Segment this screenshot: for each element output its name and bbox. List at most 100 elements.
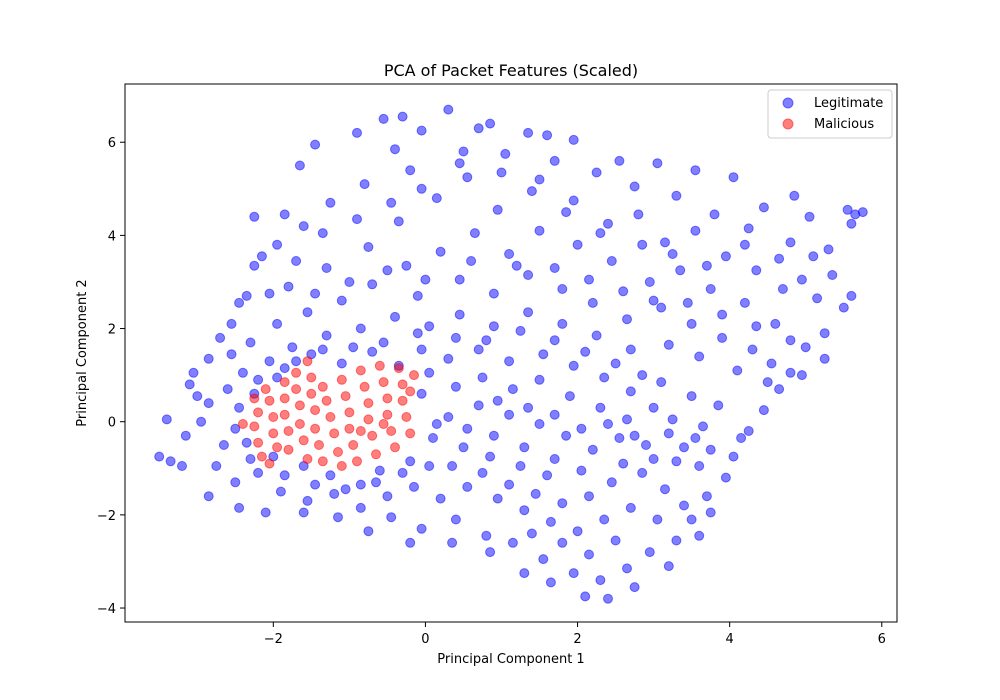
data-point-legitimate (762, 377, 773, 388)
data-point-legitimate (667, 414, 678, 425)
data-point-legitimate (599, 514, 610, 525)
data-point-legitimate (705, 444, 716, 455)
data-point-legitimate (424, 461, 435, 471)
data-point-legitimate (717, 332, 728, 343)
data-point-legitimate (409, 481, 419, 492)
data-point-legitimate (694, 530, 705, 541)
data-point-legitimate (336, 358, 347, 369)
data-point-legitimate (644, 547, 655, 558)
data-point-legitimate (747, 344, 758, 355)
data-point-legitimate (549, 155, 560, 166)
data-point-legitimate (732, 365, 743, 376)
data-point-legitimate (519, 505, 530, 516)
y-tick-label: 6 (108, 136, 116, 151)
data-point-legitimate (850, 209, 861, 220)
data-point-legitimate (462, 172, 473, 183)
data-point-legitimate (352, 127, 362, 138)
data-point-legitimate (675, 265, 686, 276)
data-point-legitimate (743, 223, 754, 234)
data-point-legitimate (580, 346, 591, 357)
data-point-legitimate (294, 160, 305, 171)
data-point-legitimate (523, 270, 534, 280)
data-point-malicious (253, 437, 264, 448)
data-point-legitimate (485, 118, 496, 129)
data-point-malicious (283, 444, 294, 455)
data-point-malicious (306, 372, 317, 383)
data-point-legitimate (378, 113, 389, 124)
data-point-malicious (291, 384, 302, 395)
data-point-malicious (336, 374, 347, 385)
data-point-legitimate (272, 318, 283, 329)
data-point-legitimate (789, 190, 800, 201)
data-point-legitimate (279, 209, 290, 220)
data-point-legitimate (234, 297, 245, 308)
data-point-legitimate (686, 318, 697, 329)
data-point-legitimate (454, 309, 465, 320)
data-point-legitimate (405, 456, 416, 467)
data-point-legitimate (488, 288, 499, 299)
data-point-malicious (363, 414, 374, 425)
data-point-malicious (249, 421, 260, 432)
data-point-legitimate (340, 484, 351, 495)
data-point-legitimate (515, 461, 526, 471)
data-point-legitimate (587, 297, 598, 308)
data-point-malicious (283, 426, 294, 436)
data-point-legitimate (622, 414, 632, 425)
data-point-legitimate (743, 426, 754, 436)
data-point-malicious (306, 388, 317, 399)
data-point-legitimate (625, 386, 636, 397)
data-point-malicious (294, 419, 305, 429)
data-point-legitimate (443, 104, 454, 115)
data-point-legitimate (161, 414, 172, 425)
data-point-legitimate (500, 148, 511, 159)
data-point-legitimate (595, 402, 606, 413)
data-point-legitimate (203, 353, 214, 364)
data-point-legitimate (253, 467, 264, 478)
y-tick-label: 4 (108, 229, 116, 244)
data-point-legitimate (371, 477, 381, 488)
data-point-legitimate (485, 547, 496, 558)
data-point-legitimate (511, 260, 522, 271)
data-point-malicious (279, 409, 290, 420)
data-point-legitimate (450, 381, 461, 392)
data-point-legitimate (458, 146, 469, 157)
data-point-legitimate (564, 391, 575, 402)
data-point-malicious (393, 363, 404, 374)
data-point-legitimate (245, 337, 256, 348)
data-point-legitimate (625, 502, 636, 513)
data-point-legitimate (804, 211, 815, 222)
series-legitimate (154, 104, 868, 604)
data-point-legitimate (545, 516, 556, 527)
data-point-legitimate (796, 274, 807, 285)
data-point-legitimate (648, 295, 659, 306)
data-point-legitimate (618, 286, 629, 297)
data-point-legitimate (812, 293, 823, 304)
data-point-legitimate (766, 358, 777, 369)
data-point-legitimate (682, 297, 693, 308)
data-point-malicious (355, 365, 366, 376)
data-point-legitimate (260, 507, 271, 518)
data-point-legitimate (230, 477, 241, 488)
data-point-legitimate (671, 535, 682, 546)
data-point-legitimate (310, 139, 321, 150)
data-point-legitimate (717, 309, 728, 320)
data-point-legitimate (667, 249, 678, 259)
data-point-legitimate (557, 537, 568, 548)
legend-frame (767, 89, 893, 139)
data-point-malicious (344, 423, 355, 434)
data-point-legitimate (679, 442, 689, 453)
data-point-legitimate (336, 295, 347, 306)
y-axis-label: Principal Component 2 (75, 279, 90, 426)
data-point-legitimate (481, 530, 492, 541)
data-point-legitimate (584, 274, 594, 285)
data-point-legitimate (211, 461, 222, 471)
data-point-malicious (260, 384, 271, 395)
x-tick-label: 6 (878, 632, 886, 647)
y-tick-label: 2 (108, 323, 116, 338)
data-point-legitimate (226, 318, 237, 329)
data-point-legitimate (492, 395, 503, 406)
data-point-legitimate (542, 470, 553, 481)
data-point-legitimate (496, 167, 507, 178)
data-point-legitimate (557, 284, 568, 294)
data-point-legitimate (785, 335, 796, 346)
